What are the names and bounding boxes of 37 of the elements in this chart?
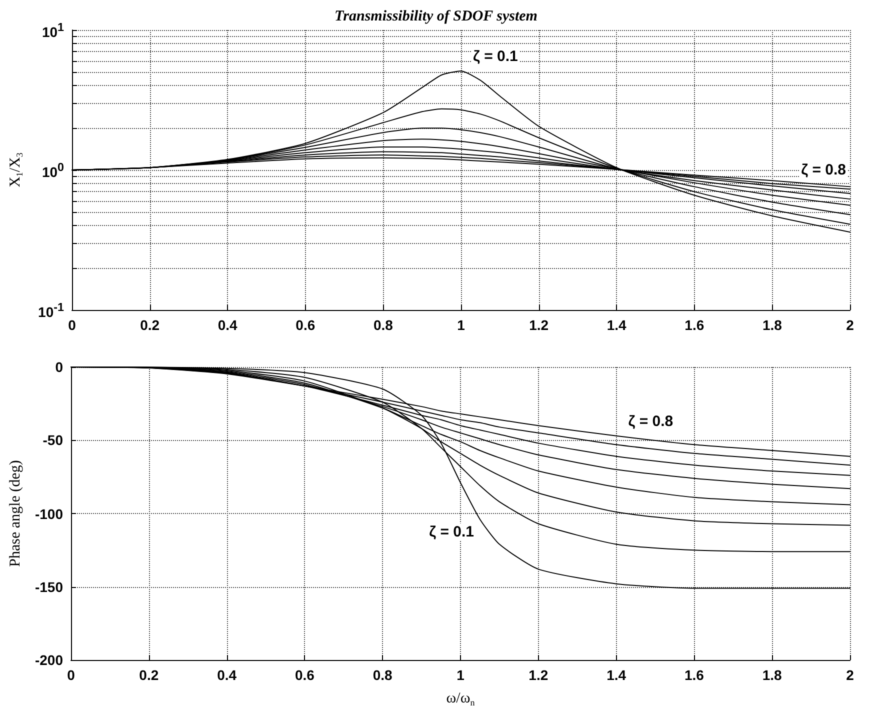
x-tick-label: 1: [456, 667, 465, 683]
x-tick-label: 0.6: [294, 667, 315, 683]
y-tick-label: -50: [42, 432, 63, 448]
x-tick-label: 0.2: [140, 317, 160, 333]
x-tick-label: 2: [846, 317, 854, 333]
y-axis-title: Phase angle (deg): [8, 460, 24, 567]
x-tick-label: 0.8: [372, 667, 393, 683]
x-tick-label: 1.8: [762, 667, 782, 683]
x-tick-label: 1.8: [762, 317, 782, 333]
x-tick-label: 1.6: [684, 667, 704, 683]
annotation: ζ = 0.8: [801, 162, 846, 179]
x-tick-label: 0: [68, 317, 76, 333]
y-axis-title: X1/X3: [8, 152, 24, 188]
x-tick-label: 0.8: [373, 317, 394, 333]
x-tick-label: 0.2: [139, 667, 159, 683]
x-tick-label: 1.2: [528, 667, 548, 683]
y-tick-label: 10$^{-1}$: [38, 300, 64, 320]
x-tick-label: 2: [846, 667, 854, 683]
x-tick-label: 1.4: [606, 317, 627, 333]
y-tick-label: -150: [34, 578, 63, 595]
annotation: ζ = 0.1: [473, 48, 518, 65]
y-tick-label: 0: [55, 359, 63, 375]
x-tick-label: 0.4: [217, 667, 237, 683]
y-tick-label: 10$^{1}$: [42, 20, 64, 40]
x-tick-label: 1: [457, 317, 466, 333]
y-tick-label: 10$^{0}$: [42, 160, 64, 180]
x-tick-label: 1.2: [529, 317, 549, 333]
annotation: ζ = 0.1: [429, 523, 474, 540]
x-tick-label: 0.4: [218, 317, 238, 333]
x-tick-label: 1.4: [606, 667, 626, 683]
y-tick-label: -200: [34, 652, 63, 668]
x-tick-label: 0.6: [296, 317, 316, 333]
y-tick-label: -100: [34, 506, 63, 522]
x-tick-label: 1.6: [684, 317, 704, 333]
annotation: ζ = 0.8: [628, 412, 674, 430]
x-tick-label: 0: [67, 667, 76, 683]
chart-title: Transmissibility of SDOF system: [334, 8, 538, 24]
